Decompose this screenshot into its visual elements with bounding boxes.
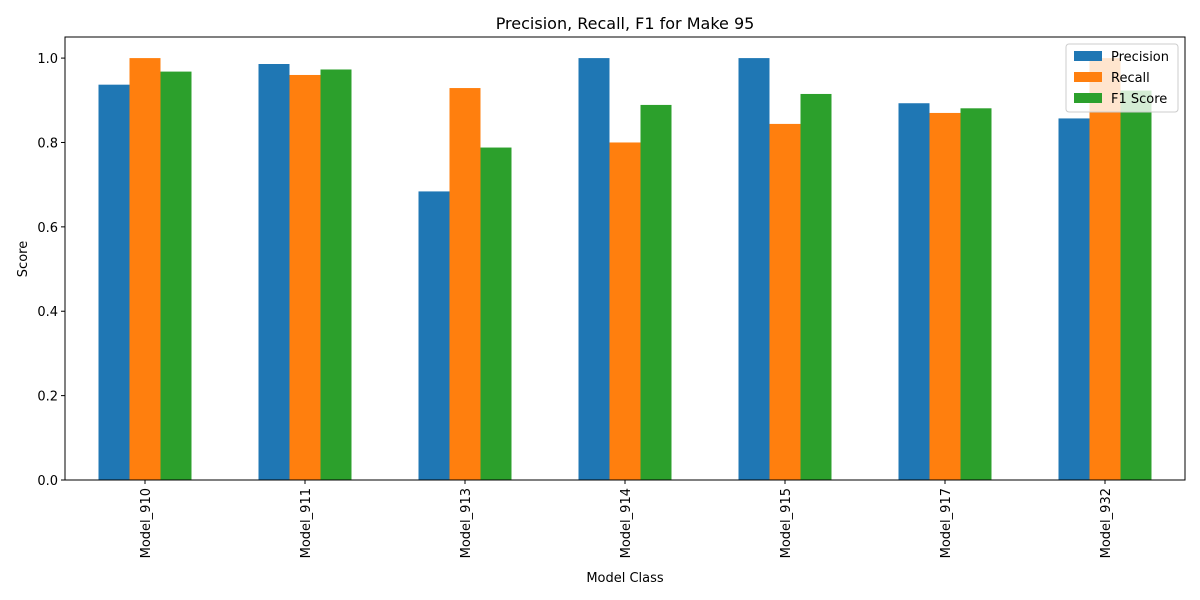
bar-recall-model_913 [449,88,481,480]
legend: Precision Recall F1 Score [1065,43,1179,113]
x-tick-label: Model_910 [139,488,154,558]
x-axis-ticks: Model_910 Model_911 Model_913 Model_914 Mode… [139,480,1114,558]
plot-frame [64,36,1186,481]
x-tick-label: Model_932 [1099,488,1114,558]
bar-precision-model_910 [98,84,130,481]
bar-precision-model_911 [258,64,290,481]
x-axis-label: Model Class [586,571,664,586]
y-tick-label: 0.0 [37,474,58,489]
bar-f1-score-model_913 [480,147,512,480]
x-tick-label: Model_914 [619,488,634,558]
x-tick-label: Model_917 [939,488,954,558]
x-tick-label: Model_911 [299,488,314,558]
x-tick-label: Model_913 [459,488,474,558]
legend-swatch [1074,93,1102,103]
legend-label: Precision [1111,50,1169,65]
bar-f1-score-model_915 [800,93,832,480]
bar-precision-model_915 [738,58,770,480]
y-tick-label: 1.0 [37,52,58,67]
y-axis-ticks: 0.0 0.2 0.4 0.6 0.8 1.0 [37,52,65,489]
bar-recall-model_914 [609,142,641,480]
bar-recall-model_932 [1089,58,1121,480]
legend-label: F1 Score [1111,92,1167,107]
bar-f1-score-model_914 [640,104,672,480]
bar-recall-model_915 [769,123,801,480]
bar-precision-model_932 [1058,118,1090,481]
y-axis-label: Score [16,241,31,277]
y-tick-label: 0.4 [37,305,58,320]
bar-f1-score-model_910 [160,71,192,480]
bar-f1-score-model_932 [1120,90,1152,480]
bar-f1-score-model_917 [960,108,992,480]
bar-f1-score-model_911 [320,69,352,480]
bar-recall-model_911 [289,74,321,480]
y-tick-label: 0.6 [37,221,58,236]
bar-recall-model_917 [929,112,961,480]
bar-precision-model_917 [898,103,930,480]
bars-group [98,58,1152,481]
bar-precision-model_914 [578,58,610,480]
y-tick-label: 0.8 [37,136,58,151]
legend-swatch [1074,72,1102,82]
chart-title: Precision, Recall, F1 for Make 95 [496,14,755,33]
legend-swatch [1074,51,1102,61]
bar-precision-model_913 [418,191,450,480]
x-tick-label: Model_915 [779,488,794,558]
bar-recall-model_910 [129,58,161,480]
y-tick-label: 0.2 [37,390,58,405]
legend-label: Recall [1111,71,1150,86]
